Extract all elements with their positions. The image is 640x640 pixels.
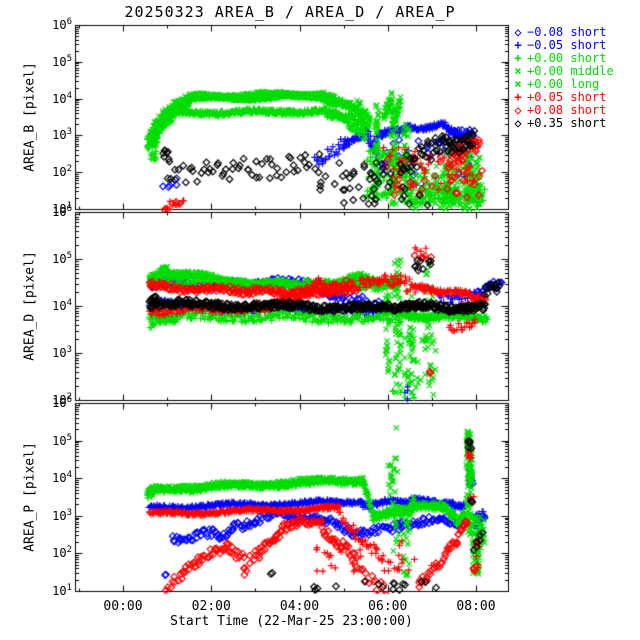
y-tick-label: 103 <box>52 345 72 361</box>
legend-item: × +0.00 middle <box>509 64 614 78</box>
legend-diamond-icon: ◇ <box>514 116 522 130</box>
legend-label: +0.00 short <box>527 51 607 65</box>
legend-label: +0.35 short <box>527 116 607 130</box>
x-tick-label: 02:00 <box>191 599 231 614</box>
y-axis-label-area-b: AREA_B [pixel] <box>22 62 38 172</box>
y-tick-label: 104 <box>52 90 72 106</box>
legend-item: ◇ +0.08 short <box>509 104 606 117</box>
y-tick-label: 102 <box>52 545 72 561</box>
legend-label: −0.05 short <box>527 38 607 52</box>
y-tick-label: 104 <box>52 470 72 486</box>
y-axis-label-area-p: AREA_P [pixel] <box>22 442 38 552</box>
legend-plus-icon: + <box>514 38 522 52</box>
legend-label: +0.00 middle <box>527 64 614 78</box>
y-tick-label: 102 <box>52 164 72 180</box>
y-tick-label: 106 <box>52 395 72 411</box>
y-tick-label: 105 <box>52 432 72 448</box>
y-tick-label: 104 <box>52 298 72 314</box>
legend-diamond-icon: ◇ <box>514 103 522 117</box>
y-tick-label: 101 <box>52 201 72 217</box>
x-tick-label: 06:00 <box>368 599 408 614</box>
y-tick-label: 105 <box>52 53 72 69</box>
x-tick-label: 08:00 <box>456 599 496 614</box>
legend-label: −0.08 short <box>527 25 607 39</box>
legend-label: +0.08 short <box>527 103 607 117</box>
y-tick-label: 105 <box>52 251 72 267</box>
y-tick-label: 101 <box>52 583 72 599</box>
legend-x-icon: × <box>514 77 522 91</box>
legend-diamond-icon: ◇ <box>514 25 522 39</box>
y-tick-label: 103 <box>52 127 72 143</box>
legend-item: ◇ −0.08 short <box>509 26 606 39</box>
legend-item: + −0.05 short <box>509 39 606 52</box>
legend-x-icon: × <box>514 64 522 78</box>
legend-item: + +0.00 short <box>509 52 606 65</box>
x-tick-label: 04:00 <box>279 599 320 614</box>
legend-label: +0.05 short <box>527 90 607 104</box>
y-tick-label: 106 <box>52 204 72 220</box>
y-tick-label: 106 <box>52 17 72 33</box>
y-tick-label: 103 <box>52 507 72 523</box>
legend-item: ◇ +0.35 short <box>509 117 606 130</box>
legend: ◇ −0.08 short + −0.05 short + +0.00 short × +0.… <box>509 26 639 138</box>
plot-title: 20250323 AREA_B / AREA_D / AREA_P <box>124 3 456 21</box>
x-axis-label: Start Time (22-Mar-25 23:00:00) <box>170 614 413 629</box>
legend-item: × +0.00 long <box>509 78 599 91</box>
y-tick-label: 102 <box>52 392 72 408</box>
x-tick-label: 00:00 <box>103 599 143 614</box>
legend-plus-icon: + <box>514 51 522 65</box>
legend-item: + +0.05 short <box>509 91 606 104</box>
legend-plus-icon: + <box>514 90 522 104</box>
legend-label: +0.00 long <box>527 77 600 91</box>
